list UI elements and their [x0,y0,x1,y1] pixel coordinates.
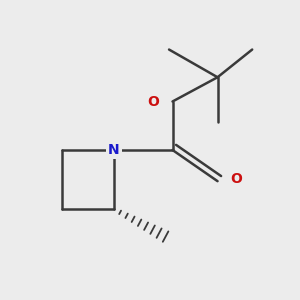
Text: O: O [231,172,242,186]
Text: O: O [148,94,159,109]
Text: N: N [108,143,119,157]
